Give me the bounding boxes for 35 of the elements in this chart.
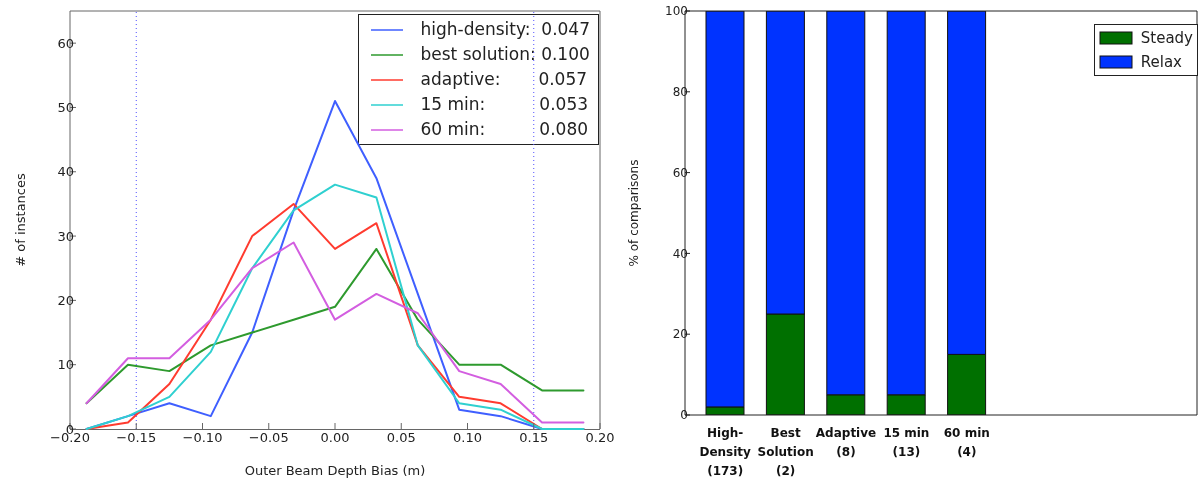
y-tick-label: 10 [57,357,74,373]
y-tick-label: 40 [672,246,688,261]
x-tick-label: −0.10 [182,430,223,446]
x-tick-label: 0.15 [519,430,549,446]
legend-label: high-density: 0.047 [420,18,590,41]
y-tick-label: 60 [672,165,688,180]
y-tick-label: 0 [680,408,688,423]
x-tick-label: Adaptive (8) [815,426,877,459]
y-tick-label: 40 [57,164,74,180]
x-tick-label: 15 min (13) [883,426,930,459]
x-tick-label: 60 min (4) [943,426,990,459]
x-tick-label: 0.10 [453,430,482,446]
x-tick-label: Best Solution (2) [757,426,814,478]
x-tick-label: 0.00 [320,430,350,446]
y-tick-label: 100 [665,4,688,19]
y-axis-title: % of comparisons [627,159,642,267]
legend-label: 60 min: 0.080 [420,118,589,141]
x-tick-label: 0.05 [386,430,416,446]
legend-label: Steady [1140,28,1193,49]
legend-label: best solution: 0.100 [420,43,590,66]
y-tick-label: 80 [672,85,688,100]
y-tick-label: 30 [57,228,74,244]
x-axis-title: Outer Beam Depth Bias (m) [244,463,426,478]
x-tick-label: High- Density (173) [699,426,752,478]
y-tick-label: 20 [57,293,74,308]
legend-label: 15 min: 0.053 [420,93,589,116]
legend-label: adaptive: 0.057 [420,68,588,91]
x-tick-label: −0.15 [116,430,157,446]
legend-label: Relax [1140,52,1182,73]
y-tick-label: 50 [57,100,74,116]
y-tick-label: 60 [57,35,74,51]
y-axis-title: # of instances [12,173,28,267]
y-tick-label: 20 [672,327,688,342]
x-tick-label: −0.05 [248,430,289,446]
x-tick-label: 0.20 [585,430,615,446]
